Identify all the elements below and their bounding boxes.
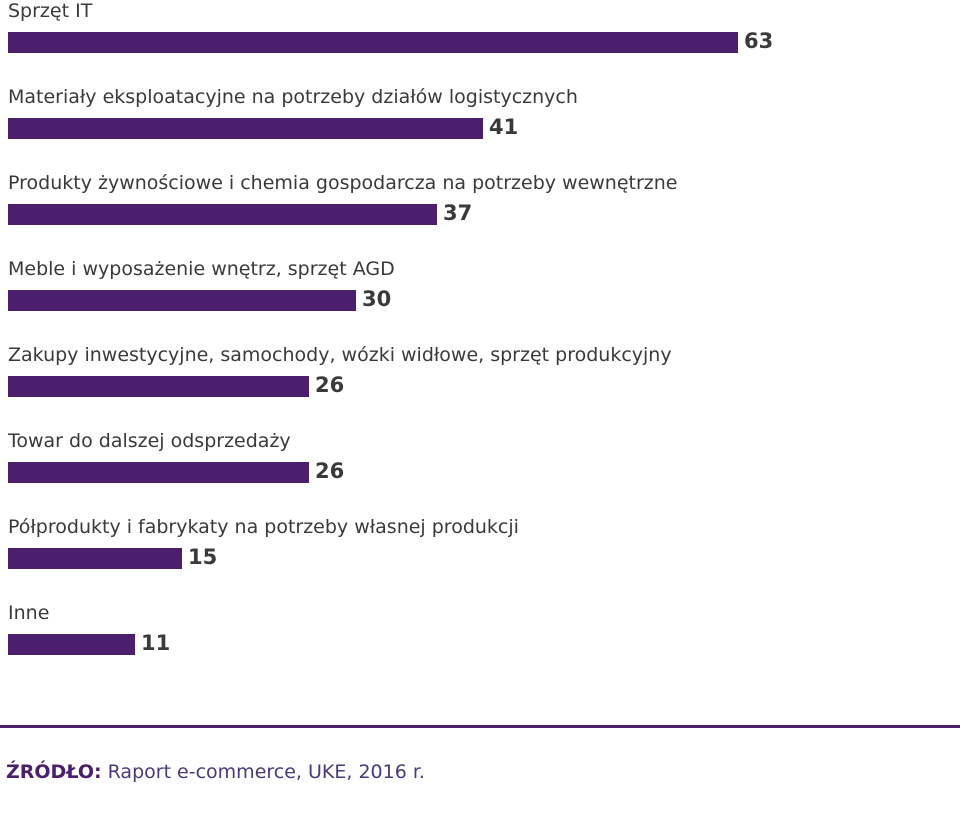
bar: [8, 634, 135, 655]
value-label: 63: [744, 29, 774, 53]
category-label: Produkty żywnościowe i chemia gospodarcz…: [8, 172, 678, 194]
source-note: ŹRÓDŁO: Raport e-commerce, UKE, 2016 r.: [6, 760, 425, 784]
value-label: 41: [489, 115, 519, 139]
bar: [8, 376, 309, 397]
category-label: Materiały eksploatacyjne na potrzeby dzi…: [8, 86, 578, 108]
bar: [8, 548, 182, 569]
category-label: Meble i wyposażenie wnętrz, sprzęt AGD: [8, 258, 395, 280]
bar-chart: Sprzęt IT 63 Materiały eksploatacyjne na p…: [8, 0, 774, 655]
bar: [8, 462, 309, 483]
divider: [0, 725, 960, 728]
bar: [8, 32, 738, 53]
value-label: 11: [141, 631, 171, 655]
category-label: Półprodukty i fabrykaty na potrzeby włas…: [8, 516, 519, 538]
bar: [8, 290, 356, 311]
source-text: Raport e-commerce, UKE, 2016 r.: [101, 761, 425, 783]
source-label: ŹRÓDŁO:: [6, 761, 102, 783]
category-label: Inne: [8, 602, 50, 624]
value-label: 26: [315, 459, 345, 483]
value-label: 37: [443, 201, 473, 225]
category-label: Towar do dalszej odsprzedaży: [8, 430, 291, 452]
category-label: Sprzęt IT: [8, 0, 93, 22]
value-label: 30: [362, 287, 392, 311]
bar: [8, 118, 483, 139]
bar: [8, 204, 437, 225]
value-label: 15: [188, 545, 218, 569]
category-label: Zakupy inwestycyjne, samochody, wózki wi…: [8, 344, 672, 366]
value-label: 26: [315, 373, 345, 397]
